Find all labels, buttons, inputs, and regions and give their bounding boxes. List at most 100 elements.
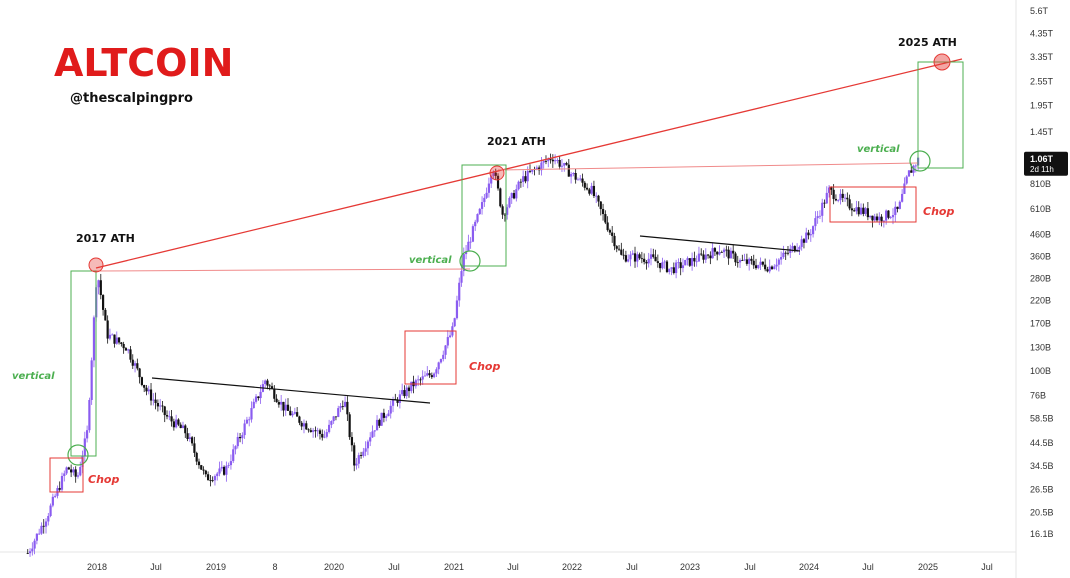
candle-body xyxy=(433,373,436,378)
candle-body xyxy=(312,430,315,432)
candle-body xyxy=(544,160,548,162)
candle-body xyxy=(864,208,867,214)
candle-body xyxy=(211,480,214,482)
candle-body xyxy=(526,170,529,182)
candle-body xyxy=(759,261,762,265)
chop-box-2020 xyxy=(404,330,457,385)
candle-body xyxy=(827,187,831,193)
candle-body xyxy=(823,202,826,204)
candle-body xyxy=(679,262,682,269)
candle-body xyxy=(305,423,308,430)
candle-body xyxy=(195,452,198,462)
candle-body xyxy=(375,419,379,431)
candle-body xyxy=(583,182,586,188)
candle-body xyxy=(800,239,803,247)
candle-body xyxy=(133,363,137,366)
candle-body xyxy=(807,232,810,236)
candle-body xyxy=(508,197,511,208)
candle-body xyxy=(346,401,349,415)
candle-body xyxy=(784,252,787,254)
candle-body xyxy=(512,193,516,199)
candle-body xyxy=(435,369,438,374)
candle-body xyxy=(307,429,310,431)
candle-body xyxy=(86,430,89,439)
candle-body xyxy=(181,425,185,429)
candle-body xyxy=(853,210,856,212)
candle-body xyxy=(426,373,429,376)
candle-body xyxy=(446,337,449,346)
candle-body xyxy=(528,170,532,172)
candle-body xyxy=(232,449,235,462)
candle-body xyxy=(296,412,299,417)
ath-2017-level xyxy=(95,268,471,272)
candle-body xyxy=(875,216,879,221)
y-tick-label: 810B xyxy=(1030,179,1051,189)
candle-body xyxy=(227,465,230,466)
candle-body xyxy=(592,185,596,196)
y-tick-label: 280B xyxy=(1030,274,1051,284)
label-2025-ath: 2025 ATH xyxy=(898,36,957,49)
candle-body xyxy=(814,218,817,227)
candle-body xyxy=(855,207,858,212)
candle-body xyxy=(850,208,854,211)
candle-body xyxy=(649,254,653,259)
candle-body xyxy=(321,433,324,438)
candle-body xyxy=(220,466,223,469)
candle-body xyxy=(140,377,143,385)
ath-marker-2021 xyxy=(489,165,505,181)
candle-body xyxy=(590,185,593,194)
candle-body xyxy=(348,414,351,438)
candle-body xyxy=(711,248,714,259)
candle-body xyxy=(483,197,486,203)
candle-body xyxy=(764,264,767,270)
y-tick-label: 610B xyxy=(1030,204,1051,214)
candle-body xyxy=(732,250,735,254)
candle-body xyxy=(197,461,201,466)
y-tick-label: 2.55T xyxy=(1030,76,1054,86)
candle-body xyxy=(647,258,650,264)
candle-body xyxy=(894,206,897,216)
candle-body xyxy=(113,334,116,344)
candle-body xyxy=(487,183,491,193)
x-tick-label: 2020 xyxy=(324,562,344,572)
candle-body xyxy=(496,175,500,189)
candle-body xyxy=(234,446,237,450)
y-tick-label: 34.5B xyxy=(1030,461,1054,471)
candle-body xyxy=(275,398,278,403)
label-2017-ath: 2017 ATH xyxy=(76,232,135,245)
candle-body xyxy=(768,266,771,272)
x-tick-label: 2025 xyxy=(918,562,938,572)
candle-body xyxy=(882,220,885,222)
candle-body xyxy=(175,419,178,428)
candle-body xyxy=(145,387,148,392)
y-tick-label: 4.35T xyxy=(1030,29,1054,39)
candle-body xyxy=(76,475,80,477)
ath-2021-level xyxy=(497,162,919,171)
annotation-layer: 2017 ATH 2021 ATH 2025 ATH vertical vertical… xyxy=(12,36,964,493)
candle-body xyxy=(26,553,29,554)
candle-body xyxy=(567,164,570,177)
candle-body xyxy=(622,254,625,256)
candle-body xyxy=(330,421,333,425)
candle-body xyxy=(606,222,609,231)
y-tick-label: 1.45T xyxy=(1030,127,1054,137)
candle-body xyxy=(636,254,639,262)
candle-body xyxy=(846,197,849,200)
candle-body xyxy=(323,436,326,438)
candle-body xyxy=(702,254,705,260)
candle-body xyxy=(560,165,564,167)
candle-body xyxy=(387,413,390,417)
candle-body xyxy=(254,396,258,402)
candle-body xyxy=(35,533,38,541)
candle-body xyxy=(515,189,518,199)
candle-body xyxy=(318,430,322,434)
candle-body xyxy=(49,505,52,516)
candle-body xyxy=(111,334,114,336)
candle-body xyxy=(357,455,360,464)
candle-body xyxy=(663,261,666,263)
label-vertical-2024: vertical xyxy=(857,144,900,155)
candle-body xyxy=(229,461,233,466)
x-tick-label: Jul xyxy=(744,562,756,572)
candle-body xyxy=(120,342,123,344)
